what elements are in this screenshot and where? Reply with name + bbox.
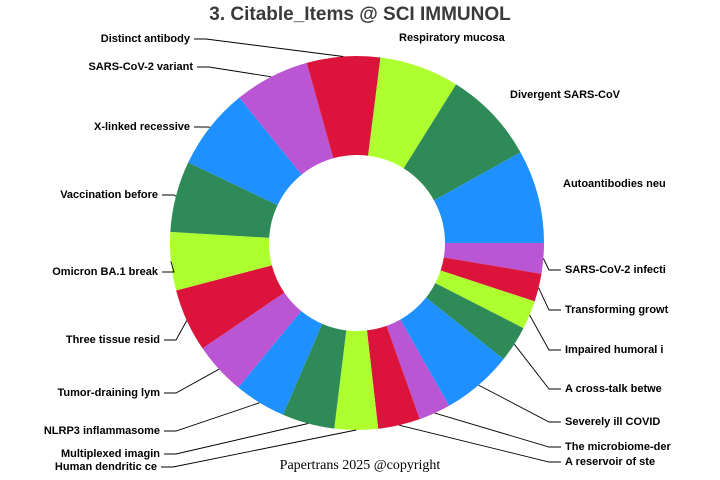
leader-line-14 bbox=[164, 368, 220, 394]
leader-line-7 bbox=[513, 343, 561, 390]
pie-slice-5 bbox=[440, 257, 542, 302]
slice-label-7: A cross-talk betwe bbox=[565, 383, 662, 395]
slice-label-20: Distinct antibody bbox=[100, 33, 190, 45]
pie-slice-2 bbox=[403, 84, 521, 201]
slice-label-12: Multiplexed imagin bbox=[60, 448, 160, 460]
leader-line-8 bbox=[478, 384, 561, 423]
pie-slice-20 bbox=[306, 55, 381, 159]
leader-line-15 bbox=[164, 320, 188, 341]
leader-line-13 bbox=[164, 402, 260, 432]
leader-line-10 bbox=[399, 424, 561, 463]
slice-label-16: Omicron BA.1 break bbox=[52, 266, 158, 278]
leader-line-12 bbox=[164, 423, 309, 455]
copyright-text: Papertrans 2025 @copyright bbox=[279, 458, 441, 473]
leader-line-9 bbox=[434, 412, 561, 448]
leader-line-16 bbox=[162, 261, 175, 273]
leader-line-20 bbox=[194, 38, 344, 57]
chart-title: 3. Citable_Items @ SCI IMMUNOL bbox=[209, 4, 511, 25]
leader-line-17 bbox=[162, 194, 177, 197]
pie-slice-7 bbox=[425, 283, 524, 360]
slice-label-14: Tumor-draining lym bbox=[57, 387, 160, 399]
pie-slice-8 bbox=[400, 297, 504, 406]
slice-label-6: Impaired humoral i bbox=[565, 344, 664, 356]
leader-line-5 bbox=[538, 287, 561, 311]
pie-slice-12 bbox=[283, 323, 347, 429]
pie-slice-19 bbox=[239, 62, 334, 175]
slice-label-5: Transforming growt bbox=[565, 304, 669, 316]
pie-slice-18 bbox=[188, 97, 302, 206]
pie-slice-15 bbox=[176, 265, 285, 349]
pie-slice-6 bbox=[435, 270, 535, 329]
pie-slice-4 bbox=[443, 243, 544, 274]
slice-label-13: NLRP3 inflammasome bbox=[43, 425, 160, 437]
slice-label-4: SARS-CoV-2 infecti bbox=[565, 264, 666, 276]
pie-slice-3 bbox=[433, 152, 544, 243]
slice-label-3: Autoantibodies neu bbox=[563, 178, 666, 190]
leader-line-19 bbox=[197, 66, 272, 78]
leader-line-6 bbox=[529, 314, 561, 351]
slice-label-2: Divergent SARS-CoV bbox=[510, 89, 621, 101]
pie-slice-16 bbox=[170, 231, 272, 291]
slice-label-19: SARS-CoV-2 variant bbox=[88, 61, 193, 73]
pie-slice-9 bbox=[386, 319, 450, 420]
pie-slice-10 bbox=[366, 325, 420, 429]
pie-slice-13 bbox=[238, 311, 323, 415]
pie-slice-11 bbox=[334, 330, 379, 431]
slice-label-15: Three tissue resid bbox=[65, 334, 160, 346]
slice-label-18: X-linked recessive bbox=[93, 121, 190, 133]
leader-line-4 bbox=[542, 258, 561, 271]
slice-label-17: Vaccination before bbox=[60, 189, 158, 201]
slice-label-11: Human dendritic ce bbox=[54, 461, 157, 473]
slice-label-1: Respiratory mucosa bbox=[399, 32, 505, 44]
slice-label-10: A reservoir of ste bbox=[565, 456, 656, 468]
pie-slice-17 bbox=[170, 162, 278, 238]
pie-slice-1 bbox=[368, 57, 457, 169]
pie-slice-14 bbox=[202, 292, 302, 388]
slice-label-9: The microbiome-der bbox=[565, 441, 671, 453]
slice-label-8: Severely ill COVID bbox=[565, 416, 661, 428]
leader-line-11 bbox=[161, 429, 357, 468]
